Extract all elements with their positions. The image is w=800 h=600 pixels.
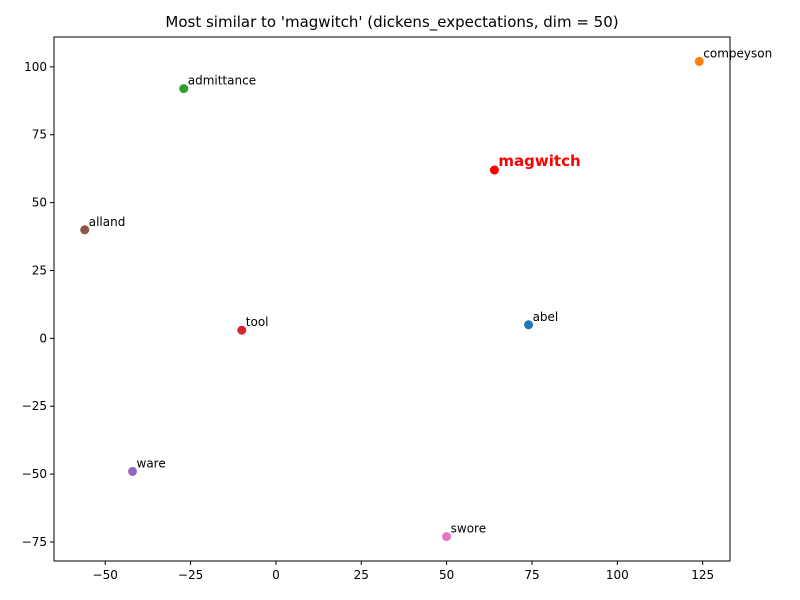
x-tick-label: 125 [691, 568, 714, 582]
data-point-magwitch [489, 165, 499, 175]
point-label-ware: ware [137, 456, 166, 470]
y-tick-label: 25 [32, 263, 47, 277]
plot-area [53, 36, 731, 562]
y-axis: −75 −50 −25 0 25 50 75 100 [22, 60, 54, 549]
point-label-swore: swore [451, 522, 486, 536]
chart-title: Most similar to 'magwitch' (dickens_expe… [165, 13, 618, 32]
data-point-tool [237, 325, 247, 335]
point-label-compeyson: compeyson [703, 46, 772, 60]
y-tick-label: −25 [22, 399, 47, 413]
data-point-ware [128, 466, 138, 476]
point-labels: abel compeyson admittance tool ware alland swo… [89, 46, 772, 535]
y-tick-label: 0 [39, 331, 47, 345]
x-tick-label: 50 [439, 568, 454, 582]
point-label-abel: abel [533, 310, 559, 324]
point-label-alland: alland [89, 215, 126, 229]
point-label-admittance: admittance [188, 74, 256, 88]
x-tick-label: 75 [524, 568, 539, 582]
y-tick-label: 100 [24, 60, 47, 74]
point-label-magwitch: magwitch [498, 152, 580, 170]
data-point-compeyson [694, 56, 704, 66]
x-tick-label: 0 [272, 568, 280, 582]
data-point-alland [80, 225, 90, 235]
point-label-tool: tool [246, 315, 269, 329]
x-tick-label: −25 [178, 568, 203, 582]
x-axis: −50 −25 0 25 50 75 100 125 [93, 561, 714, 582]
data-point-swore [442, 532, 452, 542]
x-tick-label: 100 [606, 568, 629, 582]
data-point-admittance [179, 84, 189, 94]
y-tick-label: 50 [32, 196, 47, 210]
data-point-abel [524, 320, 534, 330]
y-tick-label: 75 [32, 128, 47, 142]
data-points [80, 56, 704, 542]
x-tick-label: −50 [93, 568, 118, 582]
y-tick-label: −50 [22, 467, 47, 481]
x-tick-label: 25 [354, 568, 369, 582]
y-tick-label: −75 [22, 535, 47, 549]
